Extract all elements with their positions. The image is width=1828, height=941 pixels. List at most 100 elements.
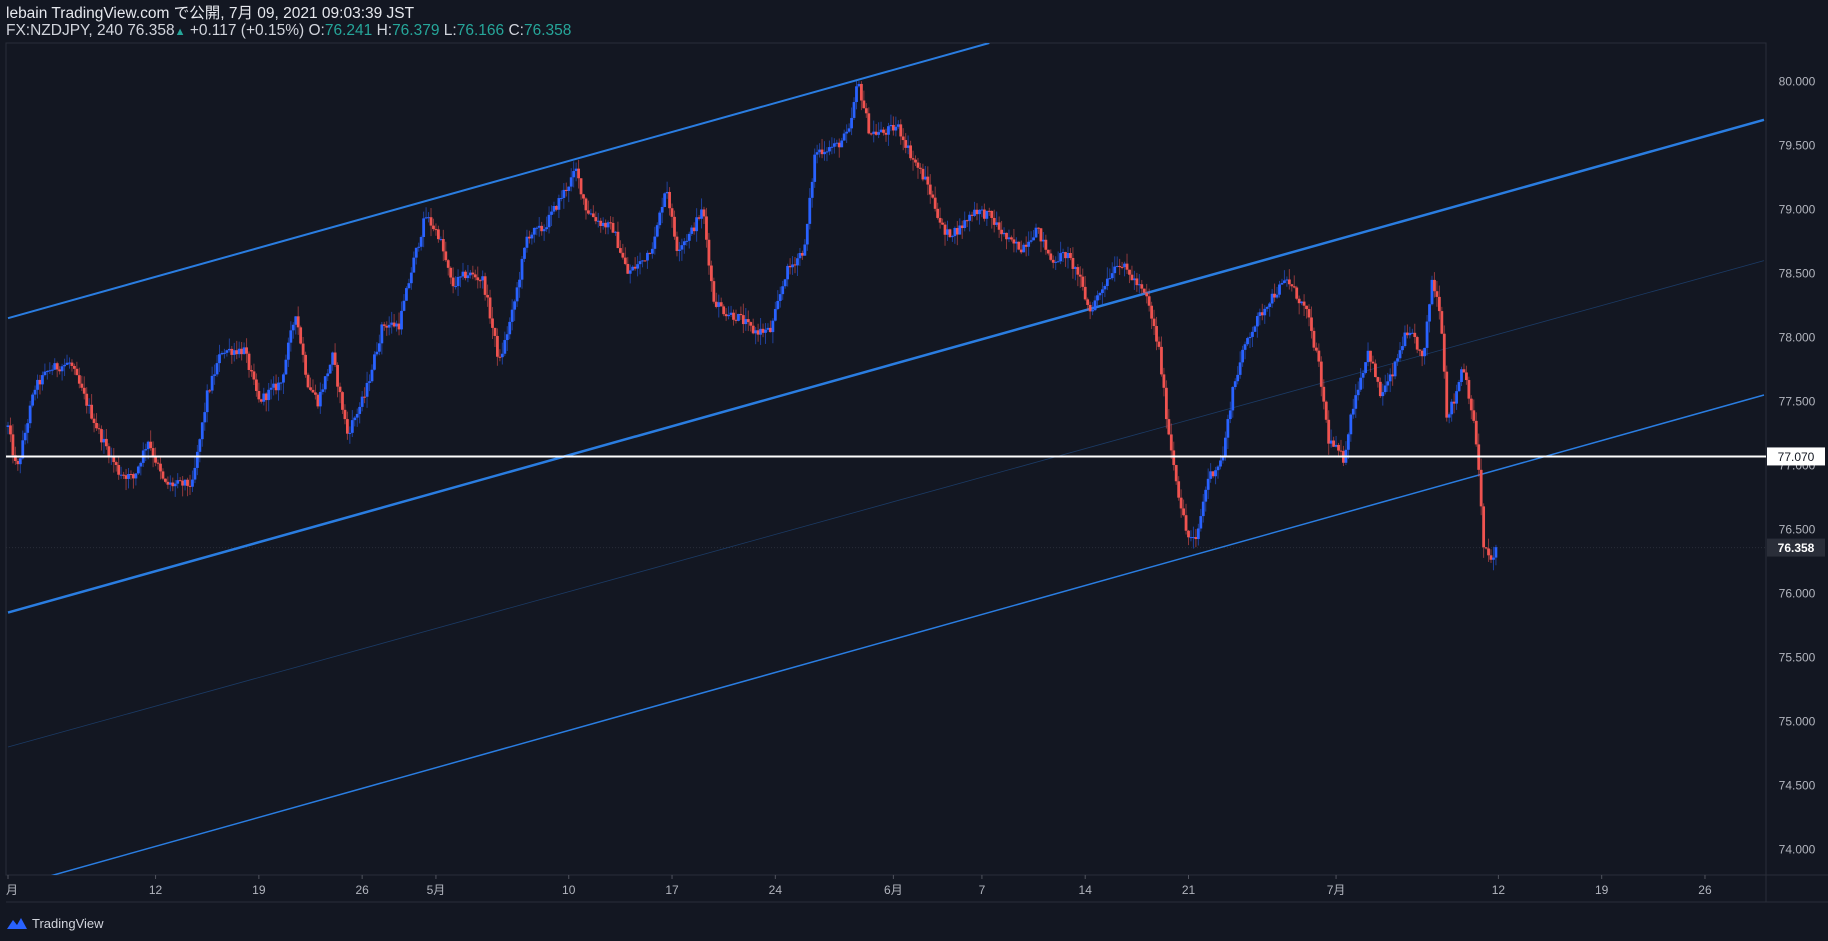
- footer-brand[interactable]: TradingView: [32, 915, 104, 931]
- candle[interactable]: [604, 219, 608, 235]
- candle[interactable]: [1435, 280, 1439, 307]
- candle[interactable]: [727, 306, 730, 320]
- candle[interactable]: [936, 202, 940, 220]
- candle[interactable]: [203, 402, 207, 431]
- candle[interactable]: [978, 209, 981, 225]
- candle[interactable]: [50, 365, 54, 376]
- candle[interactable]: [1174, 464, 1178, 485]
- candle[interactable]: [1420, 349, 1424, 367]
- candle[interactable]: [518, 271, 521, 298]
- candle[interactable]: [1334, 435, 1338, 448]
- candle[interactable]: [628, 264, 632, 284]
- candle[interactable]: [527, 230, 531, 244]
- candle[interactable]: [132, 472, 135, 489]
- candle[interactable]: [237, 341, 241, 358]
- candle[interactable]: [749, 321, 753, 332]
- candle[interactable]: [402, 294, 406, 312]
- candle[interactable]: [832, 138, 836, 154]
- candle[interactable]: [422, 211, 426, 248]
- candle[interactable]: [697, 215, 701, 221]
- candle[interactable]: [931, 190, 935, 199]
- candle[interactable]: [65, 354, 69, 366]
- candle[interactable]: [1105, 267, 1109, 291]
- candle[interactable]: [6, 421, 10, 435]
- candle[interactable]: [409, 267, 413, 290]
- candle[interactable]: [773, 301, 777, 322]
- candle[interactable]: [136, 465, 140, 475]
- candle[interactable]: [680, 238, 684, 261]
- candle[interactable]: [1300, 301, 1304, 306]
- candle[interactable]: [254, 373, 258, 397]
- candle[interactable]: [1467, 376, 1471, 405]
- candle[interactable]: [1012, 228, 1016, 253]
- candle[interactable]: [884, 128, 888, 142]
- candle[interactable]: [188, 474, 192, 495]
- candle[interactable]: [540, 221, 544, 236]
- candle[interactable]: [178, 477, 182, 482]
- candle[interactable]: [1231, 386, 1235, 418]
- candle[interactable]: [1447, 412, 1451, 424]
- candle[interactable]: [837, 138, 841, 158]
- candle[interactable]: [695, 208, 699, 242]
- candle[interactable]: [1474, 412, 1478, 447]
- candle[interactable]: [1125, 253, 1129, 274]
- candle[interactable]: [1376, 376, 1380, 388]
- candle[interactable]: [395, 320, 398, 332]
- candle[interactable]: [653, 226, 657, 255]
- candle[interactable]: [778, 286, 782, 308]
- candle[interactable]: [1076, 263, 1080, 287]
- candle[interactable]: [1093, 295, 1097, 312]
- candle[interactable]: [301, 337, 305, 363]
- candle[interactable]: [783, 278, 787, 289]
- candle[interactable]: [1415, 335, 1419, 354]
- candle[interactable]: [943, 221, 947, 246]
- channel-line-2[interactable]: [7, 118, 1765, 614]
- candle[interactable]: [1160, 336, 1163, 377]
- candle[interactable]: [1450, 398, 1454, 422]
- candle[interactable]: [732, 309, 735, 326]
- candle[interactable]: [1440, 306, 1444, 335]
- candle[interactable]: [173, 480, 177, 497]
- candle[interactable]: [828, 140, 831, 156]
- candle[interactable]: [9, 417, 12, 443]
- candle[interactable]: [682, 237, 686, 254]
- candle[interactable]: [183, 479, 187, 491]
- candle[interactable]: [904, 133, 908, 154]
- candle[interactable]: [1433, 272, 1436, 298]
- candle[interactable]: [771, 318, 775, 344]
- candle[interactable]: [1037, 227, 1040, 234]
- candle[interactable]: [208, 388, 212, 394]
- candle[interactable]: [58, 366, 62, 375]
- candle[interactable]: [1332, 436, 1336, 448]
- candle[interactable]: [906, 135, 910, 155]
- candle[interactable]: [1086, 297, 1090, 311]
- candle[interactable]: [899, 119, 903, 145]
- candle[interactable]: [350, 410, 354, 438]
- candle[interactable]: [889, 114, 893, 132]
- candle[interactable]: [299, 325, 303, 345]
- candle[interactable]: [582, 193, 585, 205]
- candle[interactable]: [1115, 256, 1119, 268]
- candle[interactable]: [341, 391, 344, 414]
- candle[interactable]: [1398, 342, 1402, 362]
- candle[interactable]: [1371, 355, 1375, 364]
- candle[interactable]: [85, 387, 89, 414]
- candle[interactable]: [1329, 429, 1333, 448]
- candle[interactable]: [186, 477, 189, 497]
- candle[interactable]: [1182, 499, 1185, 517]
- candle[interactable]: [562, 183, 566, 209]
- candle[interactable]: [791, 256, 794, 275]
- candle[interactable]: [1251, 326, 1254, 348]
- candle[interactable]: [323, 376, 327, 393]
- candle[interactable]: [842, 129, 846, 141]
- candle[interactable]: [43, 363, 47, 377]
- candle[interactable]: [1157, 336, 1161, 350]
- candle[interactable]: [1255, 312, 1259, 338]
- candle[interactable]: [810, 178, 814, 208]
- candle[interactable]: [818, 143, 821, 158]
- candle[interactable]: [405, 286, 408, 301]
- candle[interactable]: [1253, 325, 1257, 332]
- channel-line-4[interactable]: [7, 260, 1765, 748]
- candle[interactable]: [594, 211, 598, 225]
- candle[interactable]: [1462, 363, 1466, 373]
